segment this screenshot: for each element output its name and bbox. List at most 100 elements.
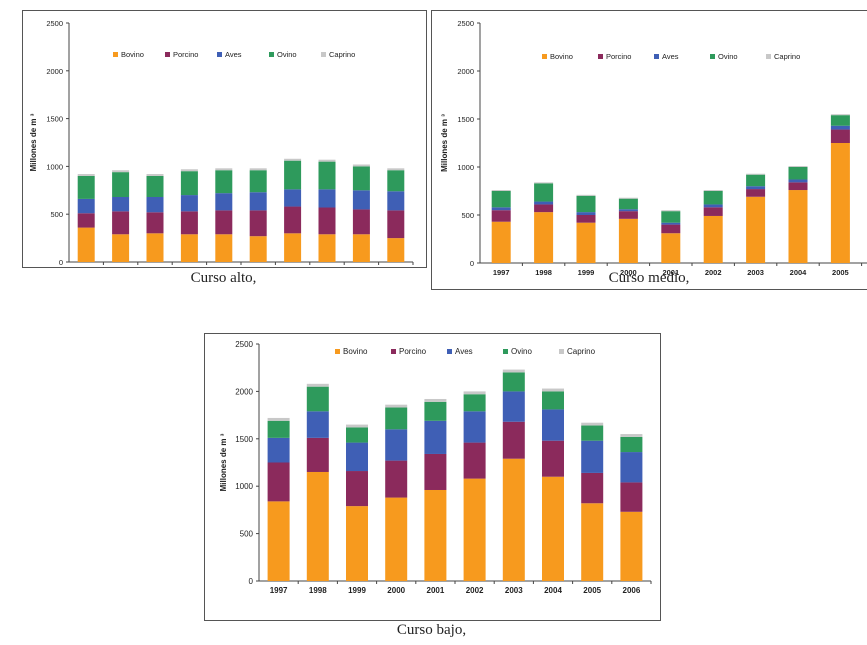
bar-segment-bovino-2002 bbox=[463, 478, 486, 581]
legend-swatch-bovino bbox=[335, 349, 340, 354]
bar-segment-ovino-2006 bbox=[387, 170, 405, 192]
bar-segment-ovino-2002 bbox=[703, 191, 723, 205]
bar-segment-ovino-2004 bbox=[542, 391, 564, 410]
bar-segment-caprino-2005 bbox=[352, 164, 370, 167]
bar-segment-porcino-2000 bbox=[385, 460, 408, 498]
bar-segment-porcino-1998 bbox=[112, 211, 130, 235]
bar-segment-porcino-2000 bbox=[618, 211, 638, 219]
bar-segment-ovino-1998 bbox=[112, 172, 130, 197]
bar-segment-aves-2003 bbox=[746, 186, 766, 190]
x-tick-label: 2002 bbox=[705, 268, 722, 277]
bar-segment-bovino-1997 bbox=[491, 221, 511, 263]
caption-curso-alto: Curso alto, bbox=[190, 270, 257, 286]
bar-segment-porcino-2001 bbox=[661, 224, 681, 234]
x-tick-label: 2001 bbox=[427, 586, 445, 595]
y-tick-label: 2500 bbox=[457, 19, 474, 28]
y-tick-label: 500 bbox=[240, 530, 254, 539]
bar-segment-caprino-2001 bbox=[661, 210, 681, 212]
bar-segment-caprino-1997 bbox=[77, 174, 95, 176]
bar-segment-caprino-2003 bbox=[746, 173, 766, 175]
bar-segment-caprino-1998 bbox=[112, 170, 130, 173]
y-tick-label: 0 bbox=[249, 577, 254, 586]
bar-segment-aves-2006 bbox=[387, 191, 405, 211]
y-tick-label: 1500 bbox=[235, 435, 253, 444]
legend-label-aves: Aves bbox=[455, 347, 473, 356]
bar-segment-ovino-2004 bbox=[788, 167, 808, 180]
bar-segment-ovino-2002 bbox=[249, 170, 267, 193]
bar-segment-bovino-2005 bbox=[352, 234, 370, 262]
bar-segment-aves-2002 bbox=[463, 411, 486, 443]
bar-segment-bovino-1999 bbox=[576, 222, 596, 263]
bar-segment-caprino-1999 bbox=[576, 194, 596, 196]
bar-segment-caprino-2006 bbox=[620, 434, 643, 437]
y-tick-label: 1500 bbox=[46, 115, 63, 124]
bar-segment-aves-2004 bbox=[542, 409, 564, 441]
bar-segment-ovino-1999 bbox=[346, 427, 368, 443]
bar-segment-ovino-2006 bbox=[620, 436, 643, 453]
bar-segment-porcino-1999 bbox=[346, 471, 368, 507]
bar-segment-ovino-2000 bbox=[385, 407, 408, 430]
bar-segment-caprino-1997 bbox=[491, 190, 511, 191]
y-tick-label: 500 bbox=[461, 211, 474, 220]
bar-segment-caprino-2001 bbox=[215, 168, 233, 171]
y-tick-label: 500 bbox=[50, 210, 63, 219]
bar-segment-aves-1997 bbox=[491, 207, 511, 211]
bar-segment-bovino-2004 bbox=[318, 234, 336, 262]
legend-label-bovino: Bovino bbox=[121, 50, 144, 59]
bar-segment-porcino-2006 bbox=[387, 210, 405, 239]
bar-segment-aves-1999 bbox=[346, 442, 368, 472]
legend-label-ovino: Ovino bbox=[277, 50, 297, 59]
bar-segment-aves-2003 bbox=[502, 391, 525, 422]
bar-segment-caprino-1997 bbox=[267, 417, 290, 421]
bar-segment-bovino-2002 bbox=[703, 215, 723, 263]
x-tick-label: 2004 bbox=[544, 586, 562, 595]
bar-segment-caprino-1999 bbox=[346, 424, 368, 428]
bar-segment-porcino-1997 bbox=[77, 213, 95, 228]
bar-segment-bovino-1998 bbox=[112, 234, 130, 262]
legend-swatch-aves bbox=[447, 349, 452, 354]
bar-segment-aves-2003 bbox=[284, 189, 302, 207]
bar-segment-bovino-2005 bbox=[581, 503, 604, 581]
bar-segment-aves-2000 bbox=[385, 429, 408, 461]
bar-segment-bovino-1999 bbox=[146, 233, 164, 262]
legend-label-caprino: Caprino bbox=[774, 52, 800, 61]
bar-segment-bovino-2000 bbox=[618, 218, 638, 263]
legend-label-caprino: Caprino bbox=[567, 347, 596, 356]
x-tick-label: 1997 bbox=[270, 586, 288, 595]
bar-segment-ovino-2001 bbox=[424, 401, 447, 421]
legend-swatch-porcino bbox=[165, 52, 170, 57]
legend-swatch-caprino bbox=[321, 52, 326, 57]
bar-segment-caprino-2001 bbox=[424, 398, 447, 402]
bar-segment-porcino-2002 bbox=[463, 442, 486, 479]
bar-segment-ovino-1997 bbox=[77, 175, 95, 199]
x-tick-label: 2000 bbox=[620, 268, 637, 277]
bar-segment-porcino-1998 bbox=[534, 204, 554, 213]
bar-segment-ovino-1997 bbox=[267, 420, 290, 438]
bar-segment-caprino-2003 bbox=[502, 369, 525, 373]
x-tick-label: 2002 bbox=[466, 586, 484, 595]
y-tick-label: 2000 bbox=[235, 387, 253, 396]
bar-segment-caprino-2000 bbox=[618, 197, 638, 199]
y-tick-label: 1000 bbox=[235, 482, 253, 491]
bar-segment-aves-2000 bbox=[618, 209, 638, 212]
bar-segment-porcino-2003 bbox=[746, 189, 766, 197]
x-tick-label: 2004 bbox=[790, 268, 808, 277]
legend-swatch-ovino bbox=[269, 52, 274, 57]
bar-segment-caprino-2003 bbox=[284, 158, 302, 161]
x-tick-label: 1999 bbox=[348, 586, 366, 595]
bar-segment-porcino-1997 bbox=[267, 462, 290, 502]
bar-segment-porcino-2002 bbox=[703, 207, 723, 216]
bar-segment-bovino-2003 bbox=[746, 196, 766, 263]
bar-segment-caprino-2005 bbox=[830, 114, 850, 116]
bar-segment-caprino-2002 bbox=[703, 190, 723, 191]
bar-segment-aves-2005 bbox=[830, 125, 850, 130]
x-tick-label: 1998 bbox=[535, 268, 552, 277]
legend-swatch-caprino bbox=[766, 54, 771, 59]
legend-label-ovino: Ovino bbox=[718, 52, 738, 61]
y-axis-label: Millones de m ³ bbox=[219, 433, 228, 491]
bar-segment-bovino-2006 bbox=[620, 511, 643, 581]
bar-segment-ovino-1997 bbox=[491, 191, 511, 208]
legend-label-aves: Aves bbox=[225, 50, 242, 59]
bar-segment-ovino-1999 bbox=[146, 175, 164, 197]
